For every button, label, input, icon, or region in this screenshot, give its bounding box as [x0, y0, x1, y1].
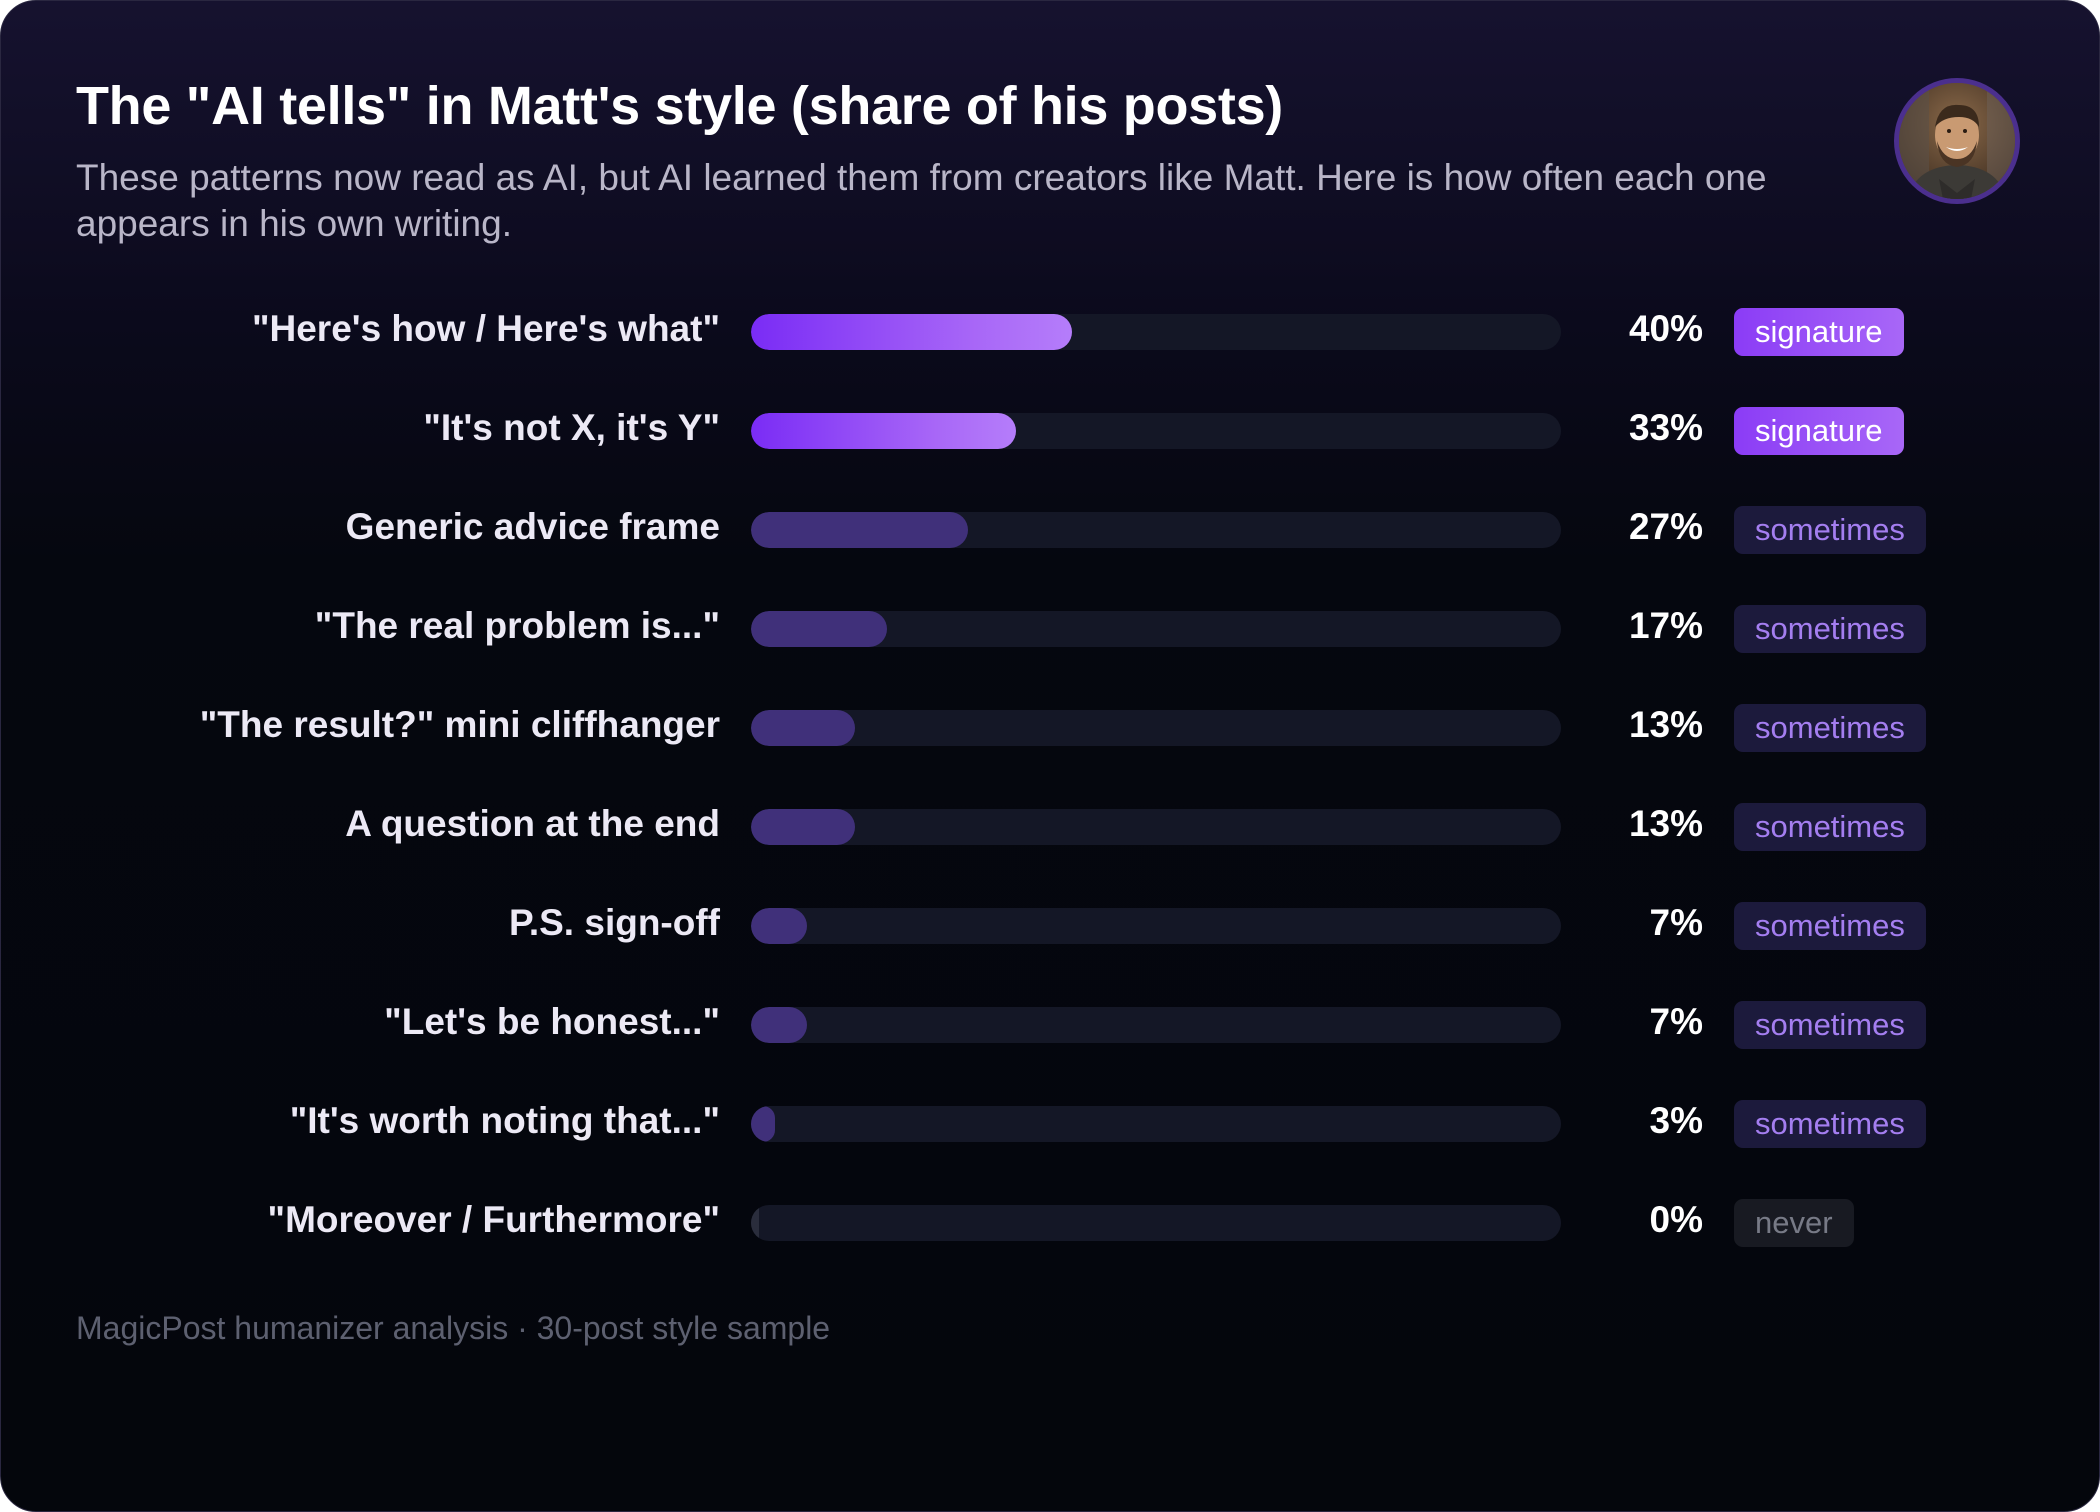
person-avatar-icon: [1899, 83, 2015, 199]
category-label: "It's not X, it's Y": [423, 407, 720, 448]
bar-track: [751, 908, 1561, 944]
category-label: A question at the end: [345, 803, 720, 844]
bar: [751, 314, 1072, 350]
bar: [751, 413, 1016, 449]
frequency-badge: signature: [1734, 407, 1904, 455]
value-label: 3%: [1649, 1100, 1703, 1141]
bar-row: P.S. sign-off 7% sometimes: [1, 902, 2099, 950]
value-label: 7%: [1649, 902, 1703, 943]
bar-track: [751, 512, 1561, 548]
bar-row: "Here's how / Here's what" 40% signature: [1, 308, 2099, 356]
category-label: P.S. sign-off: [508, 902, 720, 943]
bar: [751, 809, 856, 845]
value-label: 27%: [1628, 506, 1703, 547]
source-note: MagicPost humanizer analysis · 30-post s…: [76, 1310, 831, 1346]
bar: [751, 1007, 808, 1043]
frequency-badge: sometimes: [1734, 704, 1926, 752]
value-label: 40%: [1628, 308, 1703, 349]
category-label: "Moreover / Furthermore": [267, 1199, 720, 1240]
value-label: 17%: [1628, 605, 1703, 646]
bar-row: "It's not X, it's Y" 33% signature: [1, 407, 2099, 455]
bar-track: [751, 1106, 1561, 1142]
category-label: Generic advice frame: [345, 506, 720, 547]
bar-track: [751, 611, 1561, 647]
bar-row: "It's worth noting that..." 3% sometimes: [1, 1100, 2099, 1148]
value-label: 33%: [1628, 407, 1703, 448]
bar-track: [751, 413, 1561, 449]
category-label: "The result?" mini cliffhanger: [199, 704, 720, 745]
bar-row: "Moreover / Furthermore" 0% never: [1, 1199, 2099, 1247]
bar-row: "The real problem is..." 17% sometimes: [1, 605, 2099, 653]
bar-track: [751, 710, 1561, 746]
bar-track: [751, 1007, 1561, 1043]
bar-track: [751, 1205, 1561, 1241]
bar-track: [751, 314, 1561, 350]
frequency-badge: signature: [1734, 308, 1904, 356]
category-label: "The real problem is...": [314, 605, 720, 646]
frequency-badge: sometimes: [1734, 605, 1926, 653]
frequency-badge: sometimes: [1734, 902, 1926, 950]
bar-row: "Let's be honest..." 7% sometimes: [1, 1001, 2099, 1049]
bar-row: "The result?" mini cliffhanger 13% sometim…: [1, 704, 2099, 752]
category-label: "Let's be honest...": [384, 1001, 720, 1042]
bar: [751, 1106, 776, 1142]
value-label: 13%: [1628, 704, 1703, 745]
value-label: 13%: [1628, 803, 1703, 844]
chart-title: The "AI tells" in Matt's style (share of…: [76, 76, 1283, 136]
bar-row: A question at the end 13% sometimes: [1, 803, 2099, 851]
bar: [751, 1205, 759, 1241]
bar: [751, 512, 968, 548]
category-label: "Here's how / Here's what": [251, 308, 720, 349]
bar: [751, 611, 888, 647]
frequency-badge: never: [1734, 1199, 1854, 1247]
frequency-badge: sometimes: [1734, 1100, 1926, 1148]
avatar: [1894, 78, 2020, 204]
frequency-badge: sometimes: [1734, 506, 1926, 554]
bar: [751, 710, 856, 746]
bar-row: Generic advice frame 27% sometimes: [1, 506, 2099, 554]
category-label: "It's worth noting that...": [289, 1100, 720, 1141]
value-label: 0%: [1649, 1199, 1703, 1240]
value-label: 7%: [1649, 1001, 1703, 1042]
frequency-badge: sometimes: [1734, 803, 1926, 851]
bar: [751, 908, 808, 944]
chart-subtitle: These patterns now read as AI, but AI le…: [76, 157, 1767, 244]
frequency-badge: sometimes: [1734, 1001, 1926, 1049]
bar-track: [751, 809, 1561, 845]
